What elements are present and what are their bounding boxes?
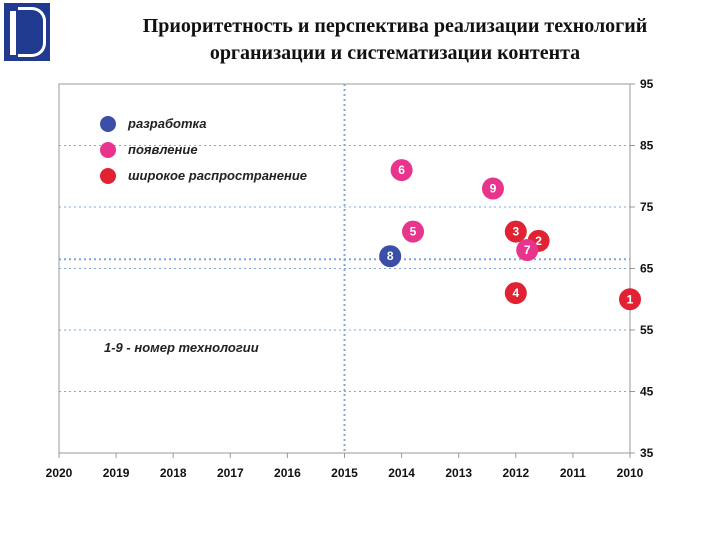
data-point [481, 177, 504, 200]
y-tick-label: 55 [640, 323, 654, 337]
x-tick-label: 2013 [445, 466, 472, 480]
x-tick-label: 2011 [560, 466, 586, 480]
logo-bar [10, 11, 16, 55]
y-tick-label: 65 [640, 262, 654, 276]
x-tick-label: 2014 [388, 466, 415, 480]
data-point-label: 1 [627, 292, 634, 306]
x-tick-label: 2016 [274, 466, 301, 480]
data-point-label: 9 [490, 182, 497, 196]
x-tick-label: 2019 [103, 466, 130, 480]
title-line-2: организации и систематизации контента [209, 42, 581, 64]
x-tick-label: 2012 [502, 466, 529, 480]
data-point-label: 2 [535, 234, 542, 248]
data-point-label: 6 [398, 163, 405, 177]
y-tick-label: 95 [640, 77, 654, 91]
data-point-label: 5 [410, 225, 417, 239]
x-tick-label: 2015 [331, 466, 358, 480]
legend-marker [100, 168, 116, 184]
legend-marker [100, 116, 116, 132]
data-point [390, 159, 413, 182]
annotation-text: 1-9 - номер технологии [104, 340, 259, 355]
logo-arc [18, 7, 46, 57]
data-point-label: 8 [387, 249, 394, 263]
legend-marker [100, 142, 116, 158]
legend-label: широкое распространение [128, 168, 307, 183]
y-tick-label: 75 [640, 200, 654, 214]
y-tick-label: 85 [640, 139, 654, 153]
data-point [619, 288, 641, 311]
legend-label: разработка [127, 116, 207, 131]
data-point [504, 282, 527, 305]
x-tick-label: 2018 [160, 466, 187, 480]
x-tick-label: 2017 [217, 466, 244, 480]
x-tick-label: 2020 [46, 466, 73, 480]
data-point [379, 245, 402, 268]
slide-title: Приоритетность и перспектива реализации … [70, 13, 720, 67]
y-tick-label: 45 [640, 385, 654, 399]
legend-label: появление [128, 142, 198, 157]
x-tick-label: 2010 [617, 466, 644, 480]
data-point-label: 4 [512, 286, 519, 300]
title-line-1: Приоритетность и перспектива реализации … [142, 15, 648, 37]
data-point-label: 3 [512, 225, 519, 239]
data-point [504, 220, 527, 243]
y-tick-label: 35 [640, 446, 654, 460]
hse-logo [4, 3, 50, 61]
data-point [402, 220, 425, 243]
data-point-label: 7 [524, 243, 531, 257]
data-point [516, 239, 539, 262]
